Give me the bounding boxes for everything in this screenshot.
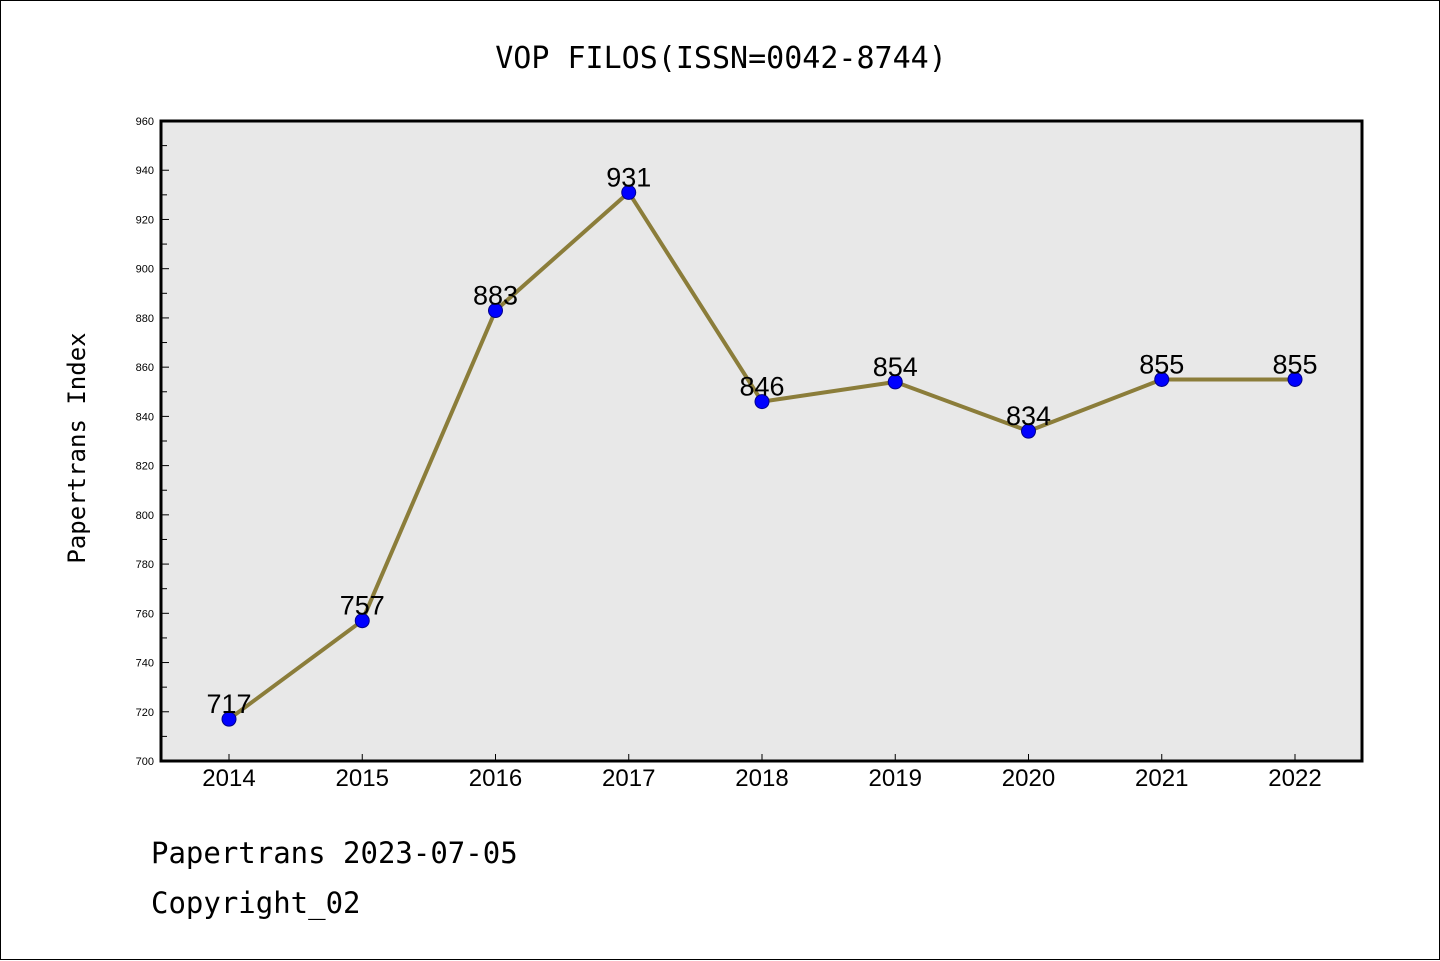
- x-tick-label-2022: 2022: [1268, 765, 1321, 792]
- y-tick-label-800: 800: [136, 510, 154, 522]
- y-tick-label-900: 900: [136, 264, 154, 276]
- data-label-2022: 855: [1272, 349, 1317, 379]
- y-tick-label-860: 860: [136, 362, 154, 374]
- y-axis: 700 720 740 760 780 800 820 840 860 880 900 920 940 9…: [136, 116, 169, 768]
- y-tick-label-740: 740: [136, 658, 154, 670]
- data-labels: 717 757 883 931 846 854 834 855 855: [206, 162, 1317, 719]
- y-tick-label-780: 780: [136, 559, 154, 571]
- data-label-2017: 931: [606, 162, 651, 192]
- footer-copyright: Copyright_02: [151, 886, 361, 920]
- x-tick-label-2017: 2017: [602, 765, 655, 792]
- x-tick-label-2021: 2021: [1135, 765, 1188, 792]
- x-axis: 2014 2015 2016 2017 2018 2019 2020 2021 2022: [202, 754, 1322, 792]
- y-tick-label-820: 820: [136, 461, 154, 473]
- data-point-2015: [354, 613, 370, 629]
- plot-area: [161, 121, 1362, 761]
- data-point-2014: [221, 711, 237, 727]
- chart-title: VOP FILOS(ISSN=0042-8744): [495, 41, 947, 76]
- y-tick-label-700: 700: [136, 756, 154, 768]
- y-tick-label-880: 880: [136, 313, 154, 325]
- x-tick-label-2016: 2016: [469, 765, 522, 792]
- data-point-2018: [754, 394, 770, 410]
- footer-date: Papertrans 2023-07-05: [151, 836, 518, 870]
- data-point-2019: [887, 374, 903, 390]
- data-point-2020: [1021, 423, 1036, 439]
- y-tick-label-940: 940: [136, 165, 154, 177]
- data-point-2016: [488, 303, 503, 319]
- y-tick-label-920: 920: [136, 214, 154, 226]
- x-tick-label-2020: 2020: [1002, 765, 1055, 792]
- x-tick-label-2014: 2014: [202, 765, 255, 792]
- y-tick-label-960: 960: [136, 116, 154, 128]
- x-tick-label-2018: 2018: [735, 765, 788, 792]
- data-points: [221, 184, 1303, 727]
- data-label-2014: 717: [206, 689, 251, 719]
- y-tick-label-760: 760: [136, 608, 154, 620]
- data-label-2021: 855: [1139, 349, 1184, 379]
- x-tick-label-2019: 2019: [869, 765, 922, 792]
- data-point-2022: [1287, 371, 1303, 387]
- data-point-2021: [1154, 371, 1170, 387]
- y-tick-label-720: 720: [136, 707, 154, 719]
- data-label-2019: 854: [873, 352, 918, 382]
- data-label-2020: 834: [1006, 401, 1051, 431]
- x-tick-label-2015: 2015: [336, 765, 389, 792]
- data-label-2016: 883: [473, 281, 518, 311]
- data-label-2015: 757: [340, 591, 385, 621]
- data-point-2017: [621, 184, 637, 200]
- y-tick-label-840: 840: [136, 411, 154, 423]
- plot-border: [159, 119, 1364, 763]
- data-label-2018: 846: [739, 372, 784, 402]
- y-axis-label: Papertrans Index: [63, 332, 91, 563]
